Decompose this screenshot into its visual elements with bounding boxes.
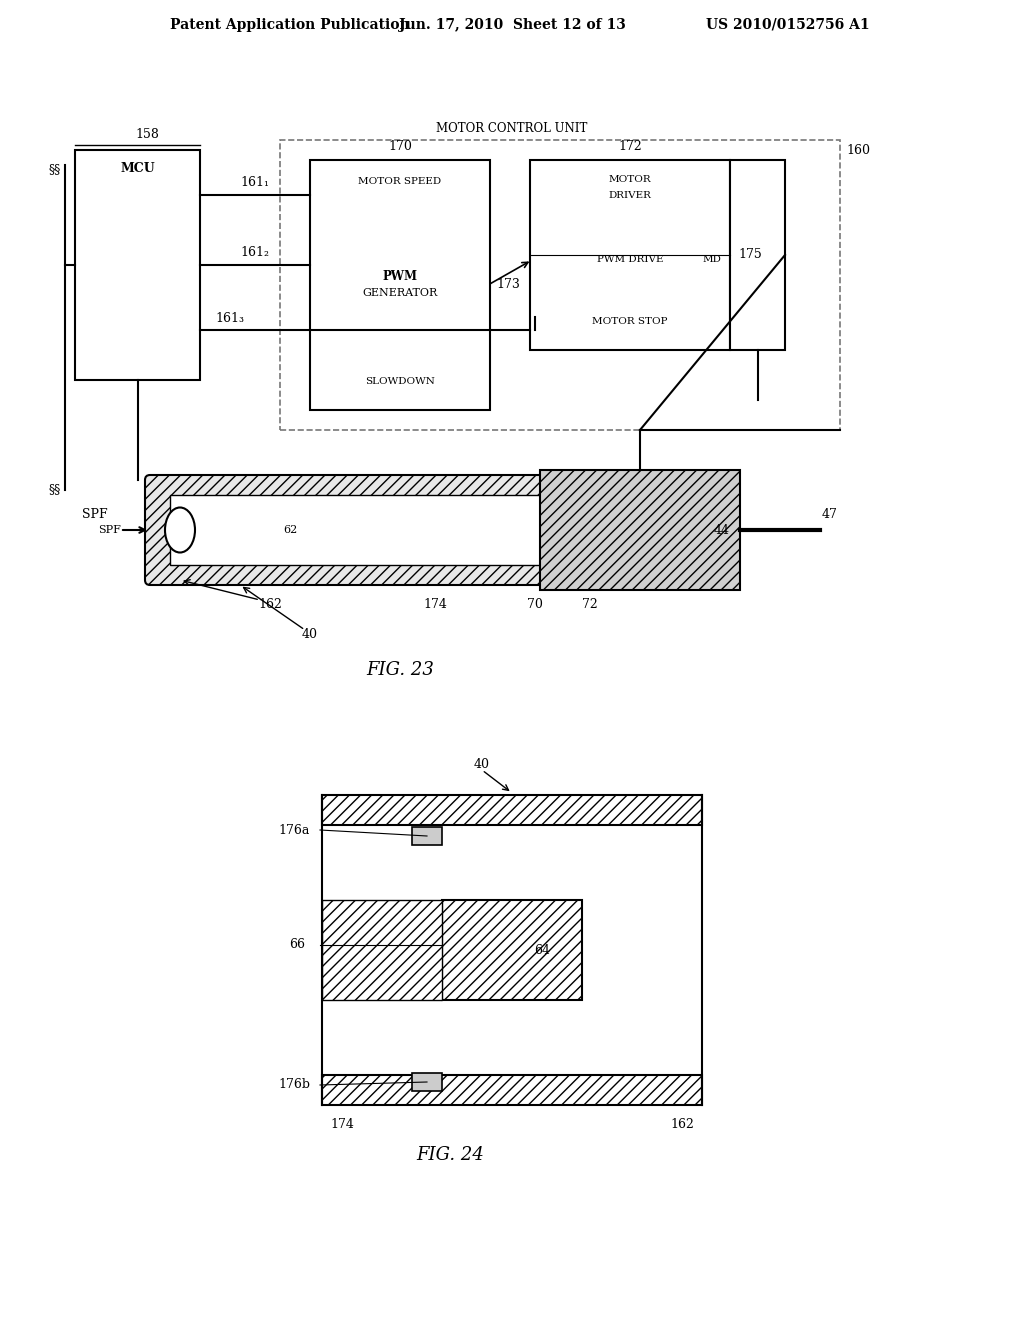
Text: 44: 44 xyxy=(714,524,730,536)
Text: GENERATOR: GENERATOR xyxy=(362,288,437,298)
Text: 40: 40 xyxy=(302,628,318,642)
Bar xyxy=(730,160,785,350)
Bar xyxy=(530,160,730,350)
Ellipse shape xyxy=(165,507,195,553)
Text: MOTOR STOP: MOTOR STOP xyxy=(592,318,668,326)
Bar xyxy=(322,1074,702,1105)
Text: 161₁: 161₁ xyxy=(241,177,269,190)
Text: Jun. 17, 2010  Sheet 12 of 13: Jun. 17, 2010 Sheet 12 of 13 xyxy=(398,18,626,32)
Text: 160: 160 xyxy=(846,144,870,157)
Bar xyxy=(280,140,840,430)
Text: 70: 70 xyxy=(527,598,543,611)
Text: MOTOR: MOTOR xyxy=(608,176,651,185)
Text: 170: 170 xyxy=(388,140,412,153)
Text: 66: 66 xyxy=(289,939,305,952)
Text: 64: 64 xyxy=(534,944,550,957)
Text: 173: 173 xyxy=(496,279,520,292)
Text: SPF: SPF xyxy=(82,508,108,521)
Text: 158: 158 xyxy=(135,128,160,141)
Text: MOTOR CONTROL UNIT: MOTOR CONTROL UNIT xyxy=(436,121,588,135)
Bar xyxy=(322,900,442,1001)
Bar xyxy=(412,1073,442,1092)
Text: 174: 174 xyxy=(423,598,446,611)
Text: MOTOR SPEED: MOTOR SPEED xyxy=(358,177,441,186)
Text: MCU: MCU xyxy=(120,161,155,174)
Text: 62: 62 xyxy=(283,525,297,535)
Bar xyxy=(540,470,740,590)
Text: 162: 162 xyxy=(670,1118,694,1131)
Text: FIG. 24: FIG. 24 xyxy=(416,1146,484,1164)
Text: 174: 174 xyxy=(330,1118,354,1131)
Text: SLOWDOWN: SLOWDOWN xyxy=(366,378,435,387)
Bar xyxy=(322,795,702,825)
Text: MD: MD xyxy=(702,256,722,264)
Text: SPF: SPF xyxy=(98,525,122,535)
Bar xyxy=(442,900,582,1001)
Bar xyxy=(322,795,702,825)
Text: 161₂: 161₂ xyxy=(241,247,269,260)
Text: 47: 47 xyxy=(822,508,838,521)
Bar xyxy=(170,495,700,565)
Bar xyxy=(442,900,582,1001)
Bar xyxy=(322,900,442,1001)
Bar xyxy=(75,150,200,380)
Text: PWM DRIVE: PWM DRIVE xyxy=(597,256,664,264)
Text: 175: 175 xyxy=(738,248,762,261)
Text: 172: 172 xyxy=(618,140,642,153)
Text: Patent Application Publication: Patent Application Publication xyxy=(170,18,410,32)
Text: PWM: PWM xyxy=(383,271,418,284)
Text: 162: 162 xyxy=(258,598,282,611)
Text: 72: 72 xyxy=(582,598,598,611)
Text: US 2010/0152756 A1: US 2010/0152756 A1 xyxy=(707,18,870,32)
Text: 161₃: 161₃ xyxy=(215,312,245,325)
Text: §§: §§ xyxy=(49,164,61,177)
Text: FIG. 23: FIG. 23 xyxy=(366,661,434,678)
Bar xyxy=(310,160,490,411)
Text: 40: 40 xyxy=(474,759,490,771)
Text: §§: §§ xyxy=(49,483,61,496)
Text: 176b: 176b xyxy=(278,1078,310,1092)
Text: 176a: 176a xyxy=(279,824,309,837)
FancyBboxPatch shape xyxy=(145,475,725,585)
Bar xyxy=(412,828,442,845)
Text: DRIVER: DRIVER xyxy=(608,191,651,201)
Bar xyxy=(322,1074,702,1105)
Bar xyxy=(540,470,740,590)
